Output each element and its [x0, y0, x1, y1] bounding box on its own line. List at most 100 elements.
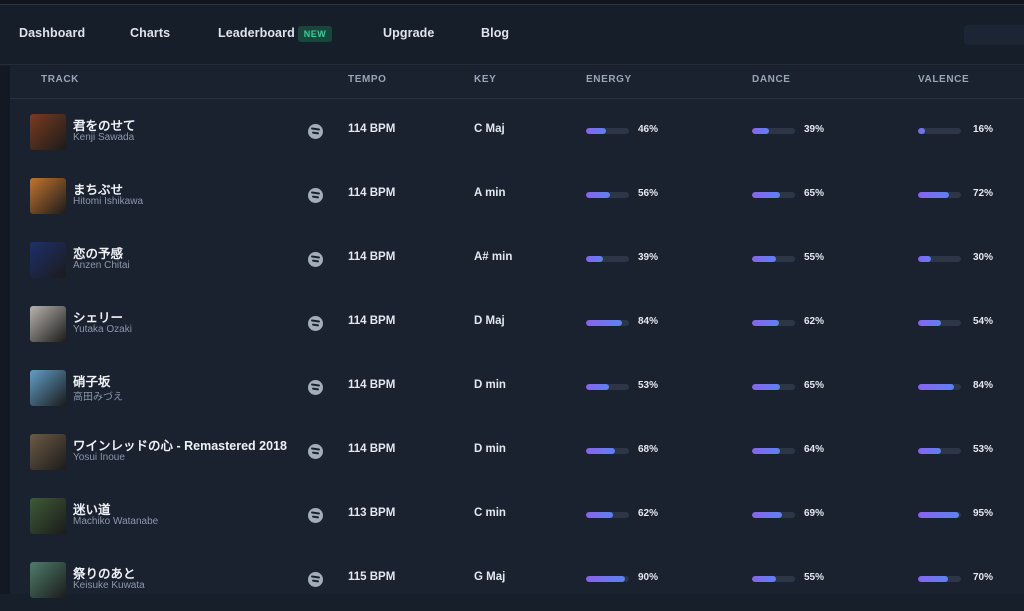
track-tempo: 114 BPM: [348, 251, 396, 263]
energy-bar: [586, 512, 629, 518]
valence-percent: 70%: [973, 572, 994, 583]
energy-percent: 68%: [638, 444, 659, 455]
energy-percent: 39%: [638, 252, 659, 263]
album-cover[interactable]: [30, 370, 66, 406]
energy-bar-fill: [586, 256, 603, 262]
header-energy[interactable]: ENERGY: [586, 74, 632, 85]
dance-percent: 64%: [804, 444, 825, 455]
spotify-icon[interactable]: [308, 572, 323, 587]
track-tempo: 114 BPM: [348, 315, 396, 327]
dance-bar: [752, 512, 795, 518]
spotify-icon[interactable]: [308, 188, 323, 203]
valence-bar-fill: [918, 192, 949, 198]
nav-leaderboard[interactable]: Leaderboard: [218, 26, 295, 40]
table-row[interactable]: ワインレッドの心 - Remastered 2018 Yosui Inoue 114…: [10, 419, 1024, 483]
table-row[interactable]: 迷い道 Machiko Watanabe 113 BPM C min 62% 69% 95%: [10, 483, 1024, 547]
spotify-icon[interactable]: [308, 252, 323, 267]
track-artist[interactable]: Hitomi Ishikawa: [73, 196, 144, 207]
track-title[interactable]: 君をのせて: [73, 119, 136, 133]
spotify-icon[interactable]: [308, 124, 323, 139]
track-artist[interactable]: Keisuke Kuwata: [73, 580, 145, 591]
track-key: D min: [474, 379, 506, 391]
track-artist[interactable]: Kenji Sawada: [73, 132, 135, 143]
valence-bar-fill: [918, 384, 955, 390]
spotify-icon[interactable]: [308, 508, 323, 523]
header-track[interactable]: TRACK: [41, 74, 79, 85]
table-row[interactable]: まちぶせ Hitomi Ishikawa 114 BPM A min 56% 65% 72%: [10, 163, 1024, 227]
table-row[interactable]: 君をのせて Kenji Sawada 114 BPM C Maj 46% 39% 16%: [10, 99, 1024, 163]
dance-percent: 65%: [804, 188, 825, 199]
table-row[interactable]: 恋の予感 Anzen Chitai 114 BPM A# min 39% 55% 30%: [10, 227, 1024, 291]
dance-bar-fill: [752, 128, 769, 134]
nav-upgrade[interactable]: Upgrade: [383, 26, 435, 40]
dance-bar-fill: [752, 512, 782, 518]
energy-bar-fill: [586, 576, 625, 582]
valence-percent: 95%: [973, 508, 994, 519]
spotify-icon[interactable]: [308, 380, 323, 395]
dance-bar-fill: [752, 384, 780, 390]
energy-bar: [586, 128, 629, 134]
track-title[interactable]: ワインレッドの心 - Remastered 2018: [73, 439, 287, 453]
table-row[interactable]: シェリー Yutaka Ozaki 114 BPM D Maj 84% 62% 54%: [10, 291, 1024, 355]
track-artist[interactable]: Yosui Inoue: [73, 452, 125, 463]
dance-bar: [752, 320, 795, 326]
dance-bar: [752, 192, 795, 198]
energy-percent: 56%: [638, 188, 659, 199]
energy-bar: [586, 192, 629, 198]
track-tempo: 114 BPM: [348, 187, 396, 199]
top-nav: Dashboard Charts Leaderboard NEW Upgrade…: [0, 5, 1024, 65]
energy-bar-fill: [586, 192, 611, 198]
track-artist[interactable]: 高田みづえ: [73, 392, 123, 403]
dance-percent: 55%: [804, 572, 825, 583]
valence-bar: [918, 448, 961, 454]
table-row[interactable]: 硝子坂 高田みづえ 114 BPM D min 53% 65% 84%: [10, 355, 1024, 419]
track-artist[interactable]: Machiko Watanabe: [73, 516, 159, 527]
album-cover[interactable]: [30, 178, 66, 214]
nav-charts[interactable]: Charts: [130, 26, 171, 40]
nav-blog[interactable]: Blog: [481, 26, 510, 40]
window-top-edge: [0, 0, 1024, 5]
valence-percent: 30%: [973, 252, 994, 263]
track-title[interactable]: 恋の予感: [73, 247, 124, 261]
track-key: D Maj: [474, 315, 505, 327]
track-tempo: 114 BPM: [348, 443, 396, 455]
nav-user-area[interactable]: [964, 25, 1024, 45]
header-dance[interactable]: DANCE: [752, 74, 791, 85]
track-key: C min: [474, 507, 506, 519]
dance-percent: 62%: [804, 316, 825, 327]
energy-percent: 46%: [638, 124, 659, 135]
dance-bar-fill: [752, 576, 776, 582]
track-title[interactable]: 迷い道: [73, 503, 111, 517]
track-artist[interactable]: Yutaka Ozaki: [73, 324, 132, 335]
energy-percent: 90%: [638, 572, 659, 583]
dance-bar: [752, 448, 795, 454]
valence-bar: [918, 256, 961, 262]
nav-dashboard[interactable]: Dashboard: [19, 26, 86, 40]
valence-bar-fill: [918, 512, 959, 518]
track-title[interactable]: まちぶせ: [73, 183, 124, 197]
dance-bar: [752, 576, 795, 582]
energy-bar-fill: [586, 448, 616, 454]
table-row[interactable]: 祭りのあと Keisuke Kuwata 115 BPM G Maj 90% 55% 70%: [10, 547, 1024, 611]
dance-bar: [752, 256, 795, 262]
table-header: TRACK TEMPO KEY ENERGY DANCE VALENCE: [10, 66, 1024, 99]
valence-bar-fill: [918, 448, 941, 454]
album-cover[interactable]: [30, 114, 66, 150]
spotify-icon[interactable]: [308, 316, 323, 331]
spotify-icon[interactable]: [308, 444, 323, 459]
track-title[interactable]: 祭りのあと: [73, 567, 136, 581]
album-cover[interactable]: [30, 562, 66, 598]
album-cover[interactable]: [30, 498, 66, 534]
album-cover[interactable]: [30, 306, 66, 342]
header-key[interactable]: KEY: [474, 74, 497, 85]
track-title[interactable]: シェリー: [73, 311, 124, 325]
album-cover[interactable]: [30, 242, 66, 278]
header-valence[interactable]: VALENCE: [918, 74, 970, 85]
valence-percent: 16%: [973, 124, 994, 135]
dance-bar: [752, 384, 795, 390]
track-artist[interactable]: Anzen Chitai: [73, 260, 130, 271]
header-tempo[interactable]: TEMPO: [348, 74, 387, 85]
album-cover[interactable]: [30, 434, 66, 470]
track-title[interactable]: 硝子坂: [73, 375, 111, 389]
track-tempo: 114 BPM: [348, 379, 396, 391]
